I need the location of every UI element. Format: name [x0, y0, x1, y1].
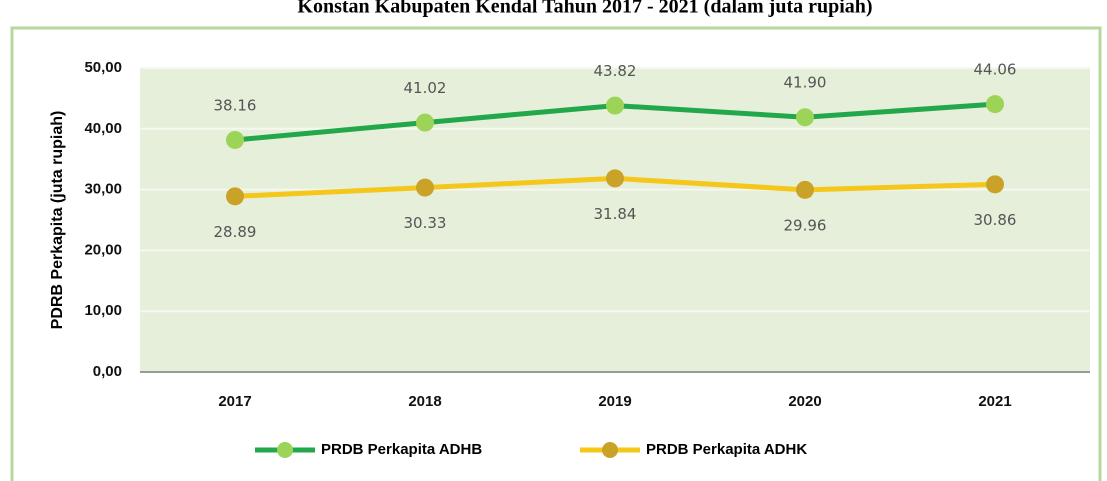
- plot-area: [140, 68, 1090, 372]
- point: [416, 113, 434, 132]
- data-label: 31.84: [594, 205, 637, 223]
- y-axis-label: PDRB Perkapita (juta rupiah): [49, 111, 66, 330]
- x-tick-label: 2020: [788, 393, 821, 410]
- legend-marker: [602, 442, 618, 458]
- chart-title: Konstan Kabupaten Kendal Tahun 2017 - 20…: [297, 0, 872, 18]
- point: [986, 95, 1004, 114]
- y-tick-label: 0,00: [93, 363, 122, 380]
- point: [796, 108, 814, 127]
- y-tick-label: 50,00: [84, 59, 122, 76]
- data-label: 43.82: [594, 62, 637, 80]
- x-tick-label: 2021: [978, 393, 1011, 410]
- y-tick-label: 10,00: [84, 302, 122, 319]
- data-label: 29.96: [784, 216, 827, 234]
- point: [226, 187, 244, 206]
- y-tick-label: 40,00: [84, 120, 122, 137]
- point: [606, 96, 624, 115]
- data-label: 41.02: [404, 79, 447, 97]
- x-tick-label: 2017: [218, 393, 251, 410]
- data-label: 30.86: [974, 211, 1017, 229]
- x-tick-label: 2018: [408, 393, 441, 410]
- x-tick-label: 2019: [598, 393, 631, 410]
- point: [606, 169, 624, 188]
- point: [796, 180, 814, 199]
- point: [416, 178, 434, 197]
- legend-label: PRDB Perkapita ADHB: [321, 441, 482, 458]
- y-tick-label: 20,00: [84, 241, 122, 258]
- data-label: 38.16: [214, 96, 257, 114]
- data-label: 30.33: [404, 214, 447, 232]
- legend-label: PRDB Perkapita ADHK: [646, 441, 807, 458]
- data-label: 28.89: [214, 223, 257, 241]
- y-tick-label: 30,00: [84, 181, 122, 198]
- point: [226, 130, 244, 149]
- data-label: 44.06: [974, 61, 1017, 79]
- data-label: 41.90: [784, 74, 827, 92]
- legend-marker: [277, 442, 293, 458]
- point: [986, 175, 1004, 194]
